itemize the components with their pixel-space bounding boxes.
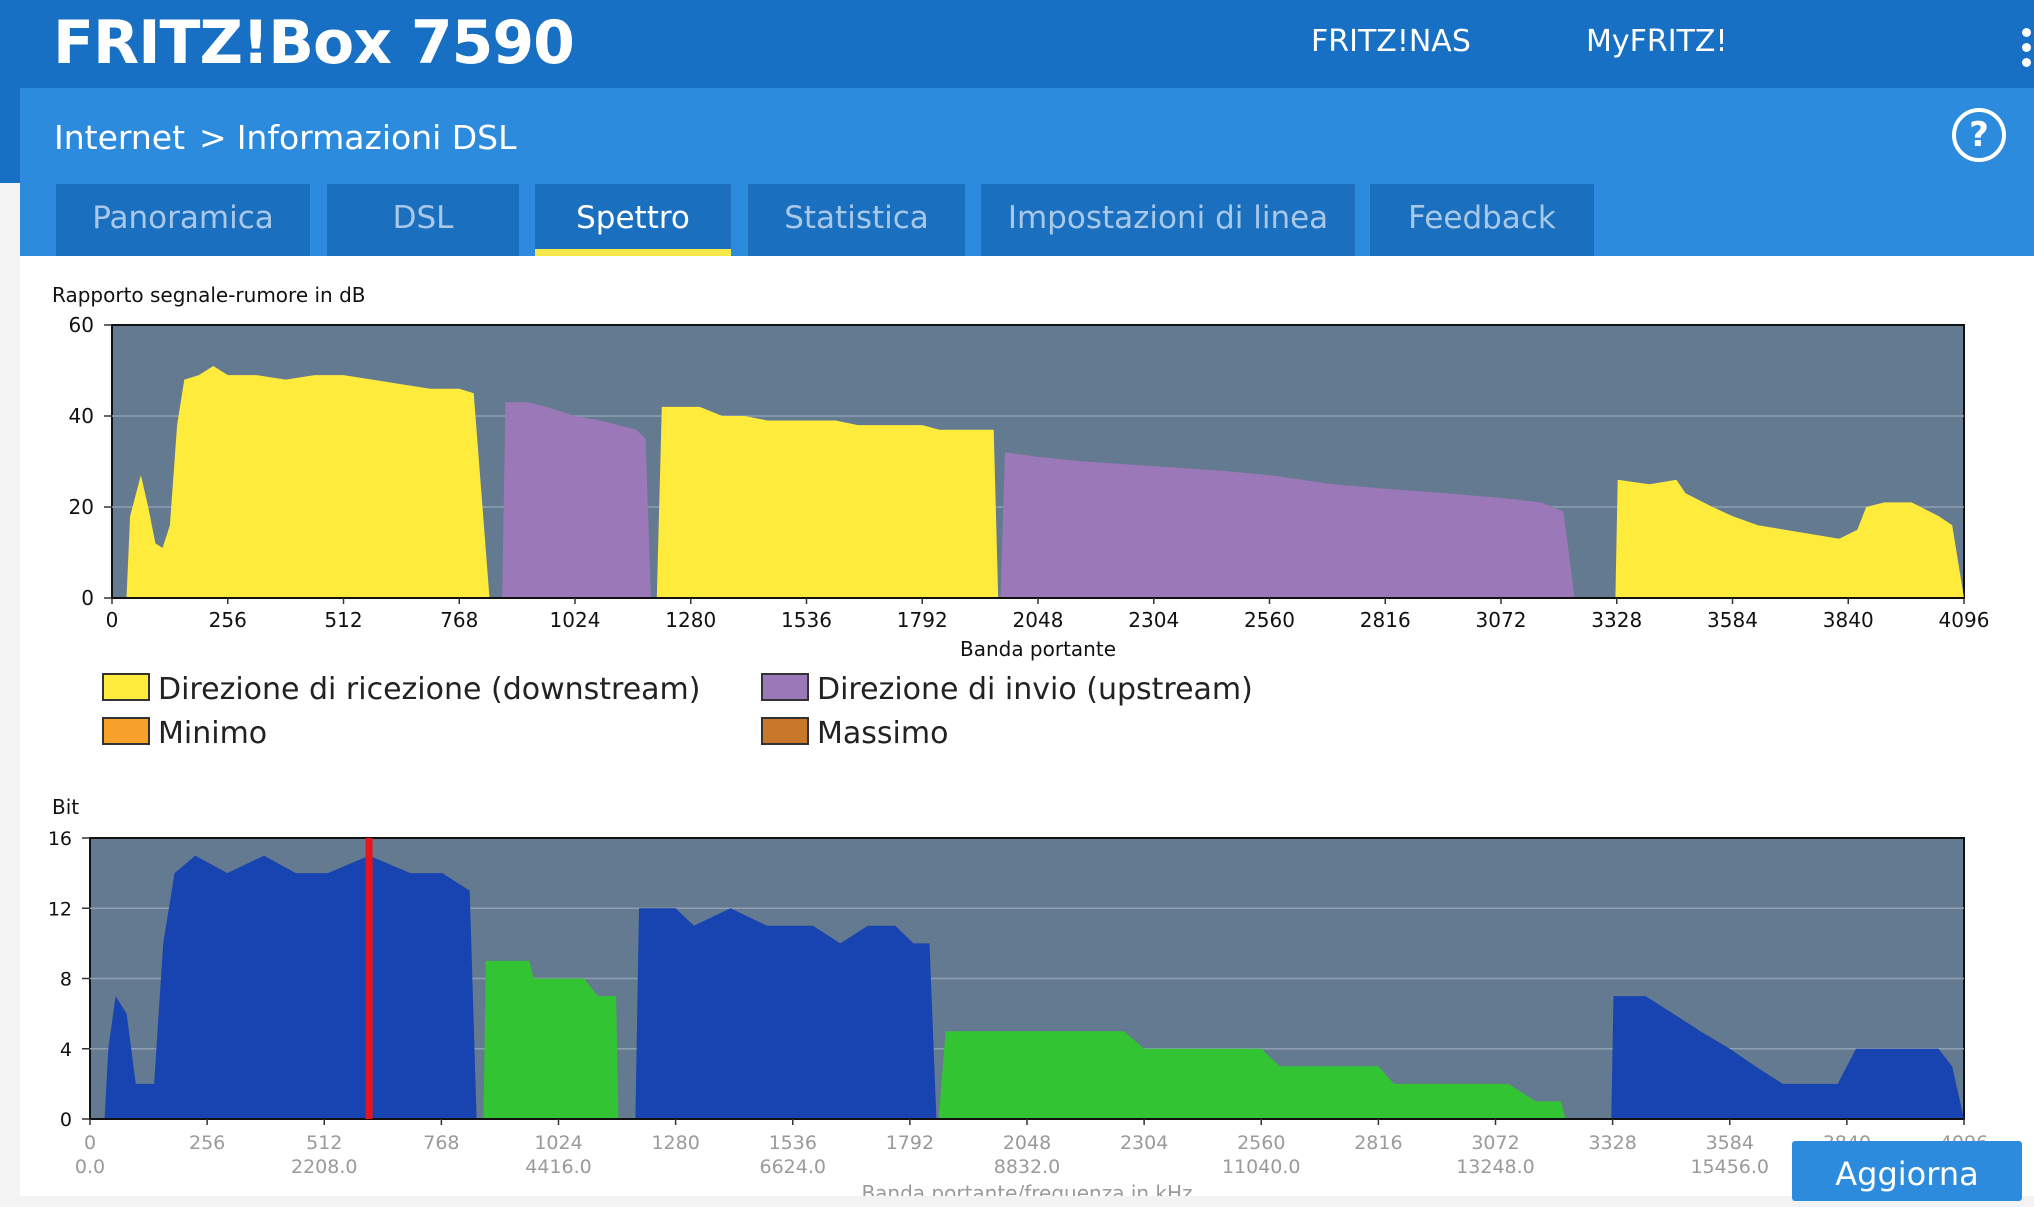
- x-tick-label: 2304: [1128, 608, 1179, 632]
- bit-chart: 0 4 8 12 16 0 256 512 768 1024 1280 1536 1792 2048 230…: [48, 828, 1988, 1196]
- x-tick-label: 1280: [665, 608, 716, 632]
- x-tick-label: 3328: [1588, 1132, 1636, 1154]
- x-tick-khz-label: 0.0: [75, 1156, 105, 1178]
- y-tick-label: 16: [48, 828, 72, 850]
- series-area-upstream: [1000, 452, 1575, 598]
- legend-minimum-label: Minimo: [158, 716, 268, 751]
- x-tick-label: 256: [189, 1132, 225, 1154]
- x-tick-label: 3072: [1476, 608, 1527, 632]
- menu-kebab-icon[interactable]: [2022, 28, 2034, 68]
- x-tick-label: 768: [423, 1132, 459, 1154]
- series-area-bits_down: [635, 908, 937, 1119]
- y-tick-label: 20: [69, 495, 94, 519]
- update-button[interactable]: Aggiorna: [1792, 1141, 2022, 1201]
- x-tick-label: 1024: [550, 608, 601, 632]
- x-tick-khz-label: 11040.0: [1222, 1156, 1301, 1178]
- series-area-bits_up: [938, 1031, 1566, 1119]
- x-tick-khz-label: 13248.0: [1456, 1156, 1535, 1178]
- x-tick-label: 256: [209, 608, 247, 632]
- legend-downstream: Direzione di ricezione (downstream): [102, 672, 700, 707]
- help-icon[interactable]: ?: [1952, 108, 2006, 162]
- legend-upstream-label: Direzione di invio (upstream): [817, 672, 1253, 707]
- x-tick-label: 768: [440, 608, 478, 632]
- myfritz-link[interactable]: MyFRITZ!: [1586, 24, 1728, 59]
- series-area-bits_down: [1611, 996, 1964, 1119]
- x-tick-label: 3840: [1823, 608, 1874, 632]
- breadcrumb-section[interactable]: Internet: [54, 118, 186, 157]
- x-axis-label: Banda portante/frequenza in kHz: [861, 1181, 1192, 1196]
- fritznas-link[interactable]: FRITZ!NAS: [1311, 24, 1471, 59]
- y-tick-label: 8: [60, 969, 72, 991]
- x-tick-label: 2816: [1354, 1132, 1402, 1154]
- tab-impostazioni-di-linea[interactable]: Impostazioni di linea: [981, 184, 1355, 256]
- series-area-bits_up: [483, 960, 619, 1119]
- x-tick-label: 0: [84, 1132, 96, 1154]
- x-tick-label: 1280: [651, 1132, 699, 1154]
- legend-upstream: Direzione di invio (upstream): [761, 672, 1253, 707]
- x-tick-label: 3584: [1706, 1132, 1754, 1154]
- x-tick-label: 1024: [534, 1132, 582, 1154]
- x-tick-khz-label: 2208.0: [291, 1156, 357, 1178]
- x-tick-label: 2560: [1244, 608, 1295, 632]
- chevron-right-icon: >: [199, 118, 227, 157]
- x-tick-label: 3584: [1707, 608, 1758, 632]
- tab-feedback[interactable]: Feedback: [1370, 184, 1594, 256]
- x-tick-label: 2304: [1120, 1132, 1168, 1154]
- y-tick-label: 4: [60, 1039, 72, 1061]
- breadcrumb-page: Informazioni DSL: [236, 118, 517, 157]
- series-area-downstream: [656, 406, 999, 598]
- legend-upstream-swatch: [761, 673, 809, 701]
- series-area-upstream: [502, 402, 651, 598]
- legend-minimum: Minimo: [102, 716, 267, 751]
- y-tick-label: 12: [48, 898, 72, 920]
- series-area-downstream: [126, 366, 490, 598]
- brand-title: FRITZ!Box 7590: [53, 8, 575, 78]
- x-tick-label: 3328: [1591, 608, 1642, 632]
- legend-downstream-label: Direzione di ricezione (downstream): [158, 672, 701, 707]
- x-tick-label: 2048: [1013, 608, 1064, 632]
- x-tick-khz-label: 6624.0: [760, 1156, 826, 1178]
- x-tick-label: 2816: [1360, 608, 1411, 632]
- legend-maximum: Massimo: [761, 716, 948, 751]
- tab-statistica[interactable]: Statistica: [748, 184, 965, 256]
- tab-dsl[interactable]: DSL: [327, 184, 519, 256]
- x-axis-label: Banda portante: [960, 637, 1116, 661]
- x-tick-label: 0: [106, 608, 119, 632]
- legend-maximum-label: Massimo: [817, 716, 949, 751]
- x-tick-label: 1536: [769, 1132, 817, 1154]
- legend-downstream-swatch: [102, 673, 150, 701]
- bit-chart-title: Bit: [52, 795, 80, 819]
- legend-minimum-swatch: [102, 717, 150, 745]
- series-area-downstream: [1615, 479, 1964, 598]
- x-tick-label: 2560: [1237, 1132, 1285, 1154]
- y-tick-label: 40: [69, 404, 94, 428]
- snr-chart-title: Rapporto segnale-rumore in dB: [52, 283, 366, 307]
- x-tick-khz-label: 4416.0: [525, 1156, 591, 1178]
- x-tick-label: 1792: [897, 608, 948, 632]
- x-tick-label: 512: [306, 1132, 342, 1154]
- x-tick-label: 3072: [1471, 1132, 1519, 1154]
- x-tick-label: 4096: [1939, 608, 1990, 632]
- legend-maximum-swatch: [761, 717, 809, 745]
- x-tick-khz-label: 8832.0: [994, 1156, 1060, 1178]
- y-tick-label: 60: [69, 313, 94, 337]
- breadcrumb: Internet > Informazioni DSL: [54, 118, 517, 157]
- left-edge-bar: [0, 88, 20, 183]
- x-tick-label: 1792: [886, 1132, 934, 1154]
- x-tick-label: 2048: [1003, 1132, 1051, 1154]
- x-tick-khz-label: 15456.0: [1690, 1156, 1769, 1178]
- sub-header: Internet > Informazioni DSL ? Panoramica D…: [20, 88, 2034, 256]
- series-area-bits_down: [104, 855, 477, 1119]
- top-header: FRITZ!Box 7590 FRITZ!NAS MyFRITZ!: [0, 0, 2034, 88]
- snr-chart: 0 20 40 60 0 256 512 768 1024 1280 1536 1792 2048 230…: [69, 313, 1990, 661]
- y-tick-label: 0: [81, 586, 94, 610]
- tab-panoramica[interactable]: Panoramica: [56, 184, 310, 256]
- y-tick-label: 0: [60, 1109, 72, 1131]
- tab-spettro[interactable]: Spettro: [535, 184, 731, 256]
- x-tick-label: 512: [324, 608, 362, 632]
- x-tick-label: 1536: [781, 608, 832, 632]
